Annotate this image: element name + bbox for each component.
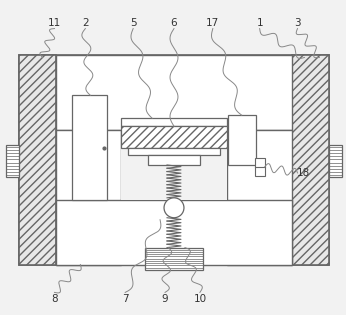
Bar <box>148 155 200 165</box>
Bar <box>6 145 19 177</box>
Bar <box>228 115 256 165</box>
Text: 6: 6 <box>171 18 177 28</box>
Text: 2: 2 <box>82 18 89 28</box>
Text: 18: 18 <box>297 168 310 178</box>
Text: 11: 11 <box>48 18 61 28</box>
Text: 10: 10 <box>193 295 207 304</box>
Text: 1: 1 <box>256 18 263 28</box>
Bar <box>329 145 342 177</box>
Bar <box>128 148 220 155</box>
Text: 3: 3 <box>294 18 301 28</box>
Circle shape <box>164 198 184 218</box>
Bar <box>56 55 292 130</box>
Text: 9: 9 <box>162 295 169 304</box>
Bar <box>19 55 329 265</box>
Bar <box>145 248 203 270</box>
Text: 5: 5 <box>130 18 136 28</box>
Bar <box>56 130 121 265</box>
Bar <box>56 200 292 265</box>
Bar <box>72 95 107 200</box>
Bar <box>19 55 56 265</box>
Bar <box>227 130 292 265</box>
Bar <box>121 130 227 200</box>
Text: 7: 7 <box>122 295 128 304</box>
Text: 17: 17 <box>206 18 219 28</box>
Text: 8: 8 <box>51 295 58 304</box>
Bar <box>121 118 227 126</box>
Bar <box>255 158 265 176</box>
Bar <box>292 55 329 265</box>
Bar <box>121 126 227 148</box>
